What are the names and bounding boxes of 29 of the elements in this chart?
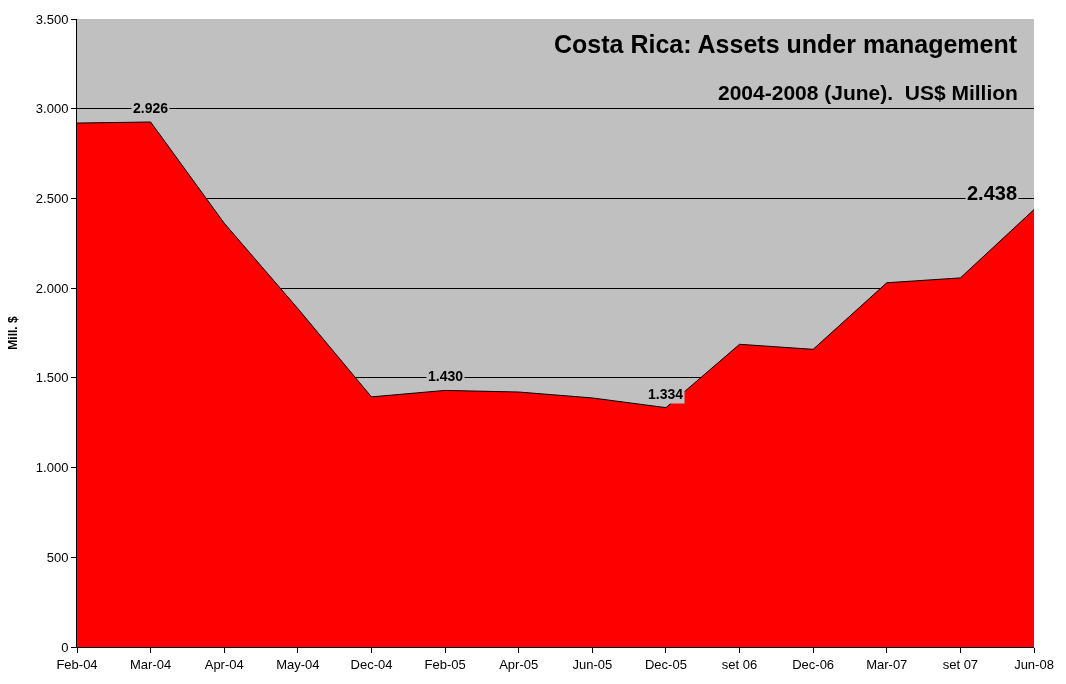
x-tick-label: Apr-04 xyxy=(204,656,244,672)
y-tick-label: 500 xyxy=(46,549,69,565)
x-tick-label: Feb-04 xyxy=(56,656,98,672)
y-tick-label: 2.500 xyxy=(35,190,69,206)
y-tick-label: 1.000 xyxy=(35,460,69,476)
text: 2004-2008 (June). US$ Million xyxy=(718,81,1018,104)
x-tick-label: set 07 xyxy=(942,656,979,672)
x-tick-label: Jun-08 xyxy=(1014,656,1054,672)
x-tick-label: Feb-05 xyxy=(424,656,466,672)
y-tick-label: 2.000 xyxy=(35,280,69,296)
y-tick-label: 3.500 xyxy=(35,11,69,27)
x-tick-label: Apr-05 xyxy=(499,656,539,672)
x-tick-label: May-04 xyxy=(276,656,320,672)
text: Costa Rica: Assets under management xyxy=(554,30,1018,58)
data-label: 2.926 xyxy=(133,100,169,116)
x-tick-label: Dec-04 xyxy=(350,656,393,672)
data-label: 1.334 xyxy=(648,386,684,402)
y-tick-label: 3.000 xyxy=(35,101,69,117)
x-tick-label: Dec-05 xyxy=(644,656,687,672)
x-tick-label: Dec-06 xyxy=(792,656,835,672)
x-tick-label: set 06 xyxy=(721,656,758,672)
x-tick-label: Mar-07 xyxy=(866,656,908,672)
x-tick-label: Mar-04 xyxy=(130,656,172,672)
data-label: 1.430 xyxy=(428,368,464,384)
y-tick-label: 0 xyxy=(61,639,69,655)
y-tick-label: 1.500 xyxy=(35,370,69,386)
data-label: 2.438 xyxy=(967,182,1018,204)
x-tick-label: Jun-05 xyxy=(572,656,613,672)
y-axis-title: Mill. $ xyxy=(6,316,21,350)
